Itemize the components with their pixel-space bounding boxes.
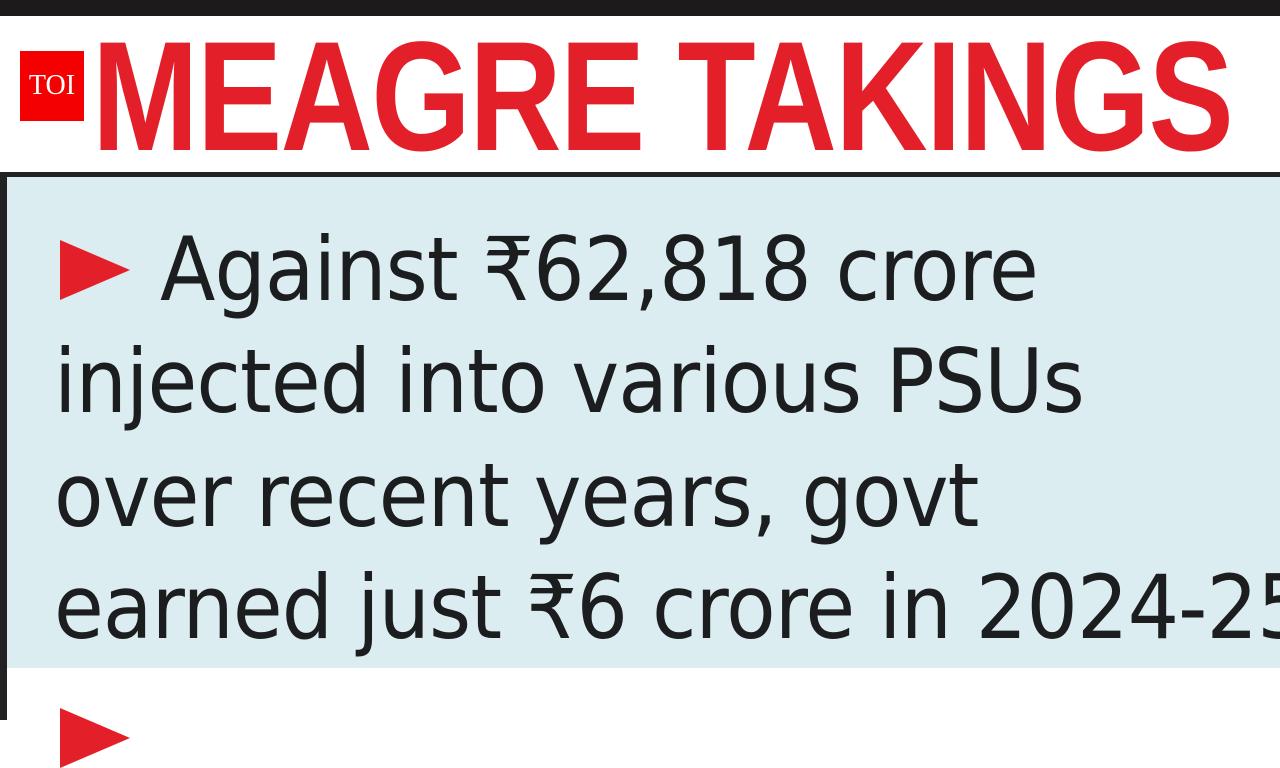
bullet-line-4: earned just ₹6 crore in 2024-25 <box>54 556 1280 659</box>
headline: MEAGRE TAKINGS <box>92 10 1234 184</box>
second-bullet-arrow-icon <box>60 708 130 768</box>
bullet-arrow-icon <box>60 240 130 300</box>
bullet-line-2: injected into various PSUs <box>54 330 1085 433</box>
highlight-panel <box>7 177 1280 668</box>
divider <box>0 172 1280 177</box>
top-black-bar <box>0 0 1280 16</box>
left-border <box>0 172 7 720</box>
toi-logo: TOI <box>20 51 84 121</box>
bullet-line-3: over recent years, govt <box>54 444 979 547</box>
bullet-line-1: Against ₹62,818 crore <box>160 218 1039 321</box>
